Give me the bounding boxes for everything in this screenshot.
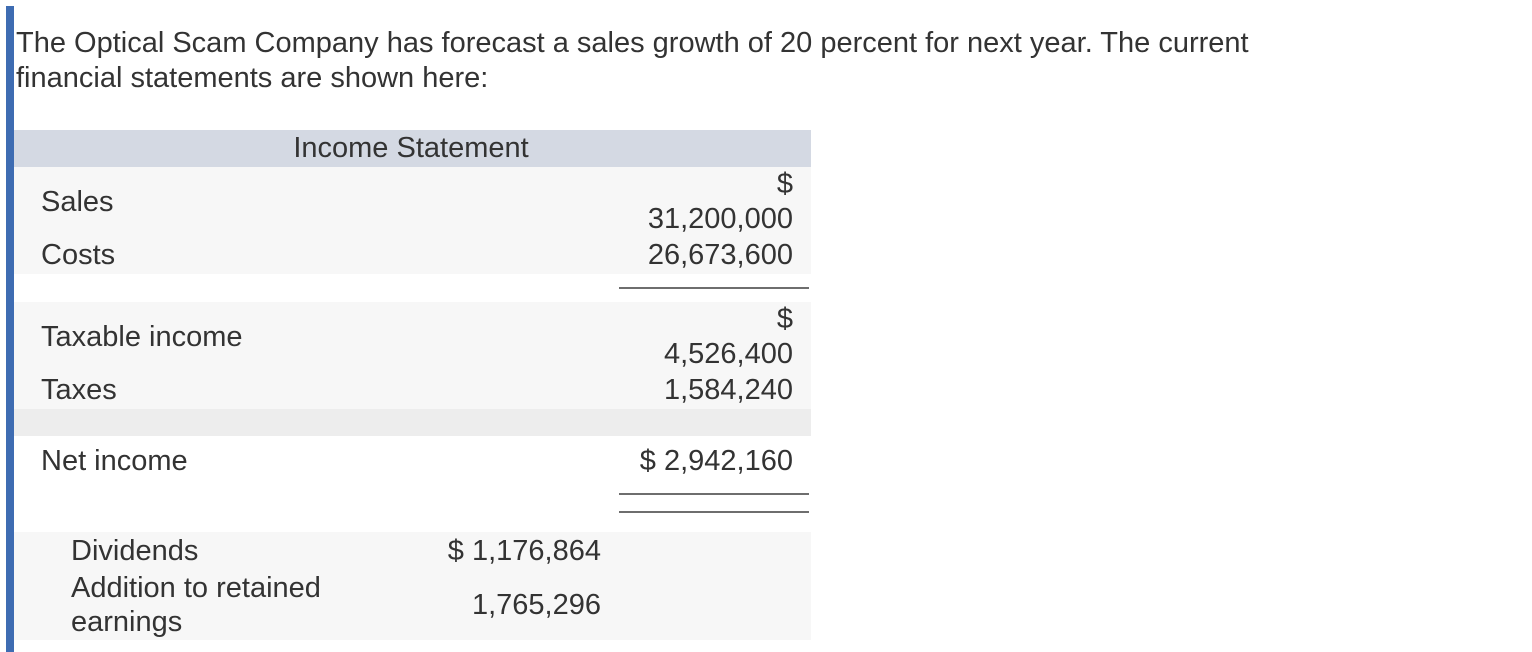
table-row-net-income: Net income $ 2,942,160 bbox=[11, 436, 811, 486]
table-row-costs: Costs 26,673,600 bbox=[11, 237, 811, 274]
taxable-income-currency-symbol: $ bbox=[776, 303, 793, 335]
net-income-label: Net income bbox=[41, 444, 188, 477]
double-rule-bottom bbox=[619, 511, 809, 513]
total-double-rule-spacer bbox=[11, 486, 811, 532]
problem-content: The Optical Scam Company has forecast a … bbox=[11, 0, 1532, 640]
table-row-dividends: Dividends $ 1,176,864 bbox=[11, 532, 811, 570]
costs-label: Costs bbox=[41, 239, 116, 271]
taxable-income-amount: 4,526,400 bbox=[663, 338, 793, 370]
sales-amount: 31,200,000 bbox=[647, 203, 793, 235]
sales-currency-symbol: $ bbox=[776, 168, 793, 200]
costs-amount: 26,673,600 bbox=[647, 239, 793, 271]
divider-band bbox=[11, 409, 811, 436]
taxes-amount: 1,584,240 bbox=[663, 374, 793, 406]
income-statement-title: Income Statement bbox=[11, 130, 811, 167]
problem-statement: The Optical Scam Company has forecast a … bbox=[16, 27, 1249, 94]
subtotal-rule-spacer bbox=[11, 274, 811, 302]
taxable-income-label: Taxable income bbox=[41, 320, 243, 353]
single-rule bbox=[619, 287, 809, 289]
taxable-income-value-cell: $ 4,526,400 bbox=[601, 302, 811, 372]
dividends-amount: $ 1,176,864 bbox=[447, 534, 601, 567]
sales-label: Sales bbox=[41, 185, 114, 218]
table-row-taxable-income: Taxable income $ 4,526,400 bbox=[11, 302, 811, 372]
sales-value-cell: $ 31,200,000 bbox=[601, 167, 811, 237]
left-accent-bar bbox=[6, 6, 14, 652]
addition-retained-earnings-amount: 1,765,296 bbox=[471, 588, 601, 621]
table-row-sales: Sales $ 31,200,000 bbox=[11, 167, 811, 237]
table-row-taxes: Taxes 1,584,240 bbox=[11, 372, 811, 409]
dividends-label: Dividends bbox=[71, 534, 199, 567]
table-row-addition-to-retained-earnings: Addition to retained earnings 1,765,296 bbox=[11, 570, 811, 640]
double-rule-top bbox=[619, 493, 809, 495]
net-income-amount: $ 2,942,160 bbox=[639, 444, 793, 477]
income-statement-table: Income Statement Sales $ 31,200,000 Cost… bbox=[11, 130, 811, 640]
taxes-label: Taxes bbox=[41, 374, 117, 406]
addition-retained-earnings-label: Addition to retained earnings bbox=[71, 572, 321, 638]
